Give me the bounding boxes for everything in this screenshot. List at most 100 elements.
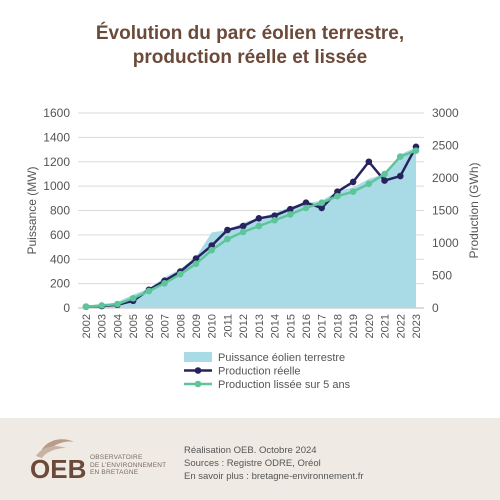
production-lissee-point (334, 192, 341, 200)
chart: 0 200 400 600 800 1000 1200 1400 1600 0 500 1000 150… (25, 106, 481, 391)
production-reelle-point (334, 188, 341, 195)
production-lissee-point (239, 228, 247, 236)
y-right-tick-label: 500 (432, 269, 452, 283)
x-tick-label: 2002 (81, 314, 93, 338)
production-reelle-point (396, 172, 404, 180)
x-tick-label: 2011 (222, 314, 234, 338)
production-lissee-point (98, 302, 106, 309)
x-tick-label: 2005 (128, 314, 140, 338)
legend-label-area: Puissance éolien terrestre (218, 352, 345, 364)
x-tick-label: 2004 (112, 314, 124, 338)
production-reelle-point (302, 199, 310, 206)
y-left-tick-label: 1400 (43, 130, 70, 144)
production-reelle-point (365, 158, 373, 166)
production-lissee-point (349, 188, 357, 195)
x-tick-label: 2018 (332, 314, 344, 338)
production-reelle-point (271, 212, 278, 219)
logo-line3: EN BRETAGNE (90, 469, 139, 476)
area-puissance (86, 147, 416, 308)
y-left-tick-label: 400 (50, 252, 70, 266)
x-tick-label: 2010 (207, 314, 219, 338)
x-tick-label: 2020 (364, 314, 376, 338)
production-reelle-point (208, 242, 216, 249)
production-lissee-point (318, 199, 326, 206)
production-reelle-point (224, 226, 231, 234)
x-tick-label: 2019 (348, 314, 360, 338)
production-lissee-point (396, 153, 404, 160)
y-right-tick-label: 2500 (432, 139, 459, 153)
production-lissee-point (412, 147, 420, 154)
legend-marker-smoothed (194, 380, 202, 388)
production-reelle-point (286, 205, 294, 213)
y-left-tick-label: 1000 (43, 179, 70, 193)
credits-line3[interactable]: En savoir plus : bretagne-environnement.… (184, 471, 364, 482)
production-lissee-point (208, 246, 216, 254)
production-lissee-point (286, 211, 294, 218)
y-right-axis-title: Production (GWh) (467, 162, 481, 258)
production-lissee-point (129, 294, 137, 302)
legend-label-production: Production réelle (218, 366, 301, 378)
production-lissee-point (145, 287, 153, 295)
legend-label-smoothed: Production lissée sur 5 ans (218, 379, 351, 391)
chart-title-line1: Évolution du parc éolien terrestre, (95, 23, 405, 44)
x-tick-label: 2008 (175, 314, 187, 338)
x-tick-label: 2006 (144, 314, 156, 338)
production-reelle-point (255, 215, 263, 222)
x-tick-label: 2017 (317, 314, 329, 338)
x-tick-label: 2012 (238, 314, 250, 338)
production-lissee-point (365, 180, 373, 188)
production-lissee-point (82, 303, 90, 311)
production-lissee-line (85, 149, 417, 308)
y-left-tick-label: 600 (50, 228, 70, 242)
logo-line2: DE L'ENVIRONNEMENT (90, 461, 167, 469)
credits-line2: Sources : Registre ODRE, Oréol (184, 458, 321, 469)
x-tick-label: 2013 (254, 314, 266, 338)
production-lissee-point (192, 260, 200, 268)
production-lissee-point (302, 204, 310, 212)
y-left-tick-label: 800 (50, 204, 70, 218)
y-left-tick-label: 0 (63, 301, 70, 315)
credits-line1: Réalisation OEB. Octobre 2024 (184, 445, 317, 456)
y-left-tick-label: 200 (50, 277, 70, 291)
y-right-tick-label: 1500 (432, 204, 459, 218)
chart-title-line2: production réelle et lissée (132, 47, 368, 68)
logo-subtitle: OBSERVATOIRE DE L'ENVIRONNEMENT EN BRETA… (90, 454, 166, 477)
production-reelle-point (192, 255, 200, 262)
production-reelle-point (318, 204, 326, 212)
x-tick-label: 2003 (97, 314, 109, 338)
production-lissee-point (114, 300, 121, 308)
production-reelle-point (239, 222, 247, 230)
production-lissee-point (224, 235, 231, 243)
footer: OEB OBSERVATOIRE DE L'ENVIRONNEMENT EN B… (0, 418, 500, 500)
chart-title: Évolution du parc éolien terrestre, prod… (0, 22, 500, 70)
logo-line1: OBSERVATOIRE (90, 454, 143, 461)
x-tick-label: 2022 (395, 314, 407, 338)
y-left-axis-title: Puissance (MW) (25, 166, 39, 254)
production-reelle-point (349, 178, 357, 186)
legend-marker-production (194, 367, 202, 374)
x-tick-label: 2015 (285, 314, 297, 338)
logo-acronym: OEB (30, 454, 87, 484)
y-left-tick-label: 1600 (43, 106, 70, 120)
production-lissee-point (255, 222, 263, 230)
y-right-tick-label: 3000 (432, 106, 459, 120)
x-tick-label: 2007 (160, 314, 172, 338)
legend-swatch-area (184, 352, 212, 362)
x-tick-label: 2021 (380, 314, 392, 338)
x-tick-label: 2016 (301, 314, 313, 338)
logo-emblem-icon (36, 439, 74, 458)
x-tick-label: 2014 (270, 314, 282, 338)
y-left-tick-label: 1200 (43, 155, 70, 169)
production-lissee-point (381, 170, 388, 178)
oeb-logo: OEB OBSERVATOIRE DE L'ENVIRONNEMENT EN B… (26, 432, 176, 492)
credits: Réalisation OEB. Octobre 2024 Sources : … (184, 444, 364, 483)
production-lissee-point (176, 270, 184, 278)
y-right-tick-label: 2000 (432, 171, 459, 185)
x-tick-label: 2009 (191, 314, 203, 338)
x-tick-label: 2023 (411, 314, 423, 338)
production-reelle-point (381, 177, 388, 184)
production-lissee-point (161, 280, 168, 287)
y-right-tick-label: 1000 (432, 236, 459, 250)
y-right-tick-label: 0 (432, 301, 439, 315)
production-lissee-point (271, 216, 278, 224)
